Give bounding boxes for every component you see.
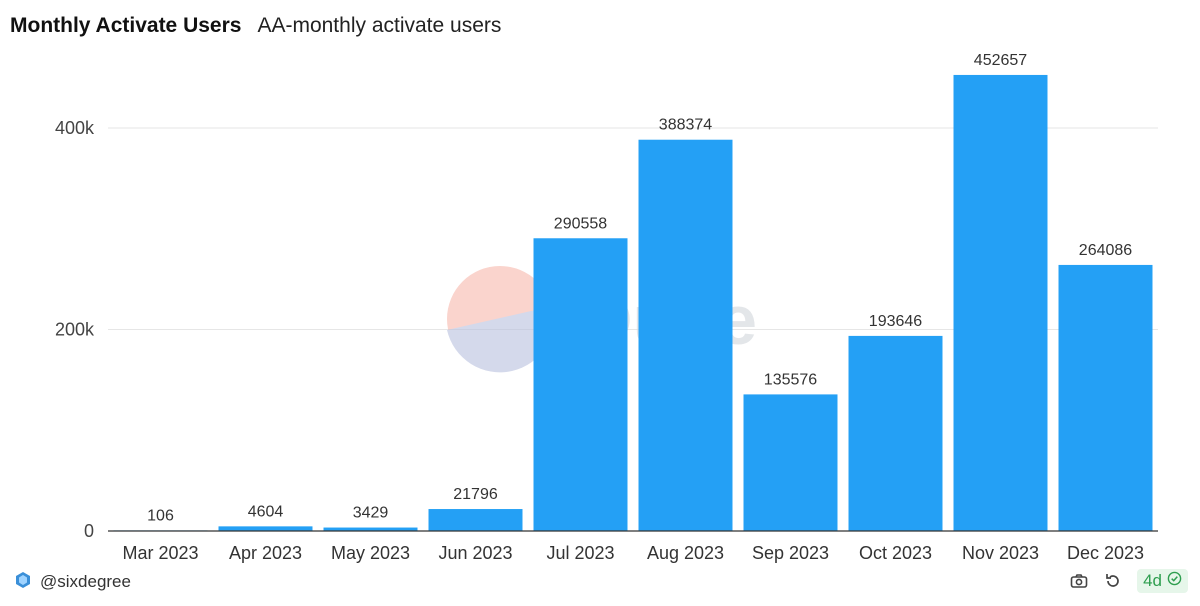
chart-subtitle: AA-monthly activate users [257,14,502,37]
x-tick-label: Aug 2023 [647,543,724,563]
bar[interactable] [953,74,1048,532]
data-label: 452657 [974,52,1027,69]
age-badge[interactable]: 4d [1137,569,1188,593]
data-label: 388374 [659,117,712,134]
x-tick-label: Dec 2023 [1067,543,1144,563]
bar[interactable] [638,139,733,531]
refresh-icon[interactable] [1103,571,1123,591]
chart-header: Monthly Activate Users AA-monthly activa… [10,14,501,44]
data-label: 4604 [248,503,284,520]
check-circle-icon [1167,571,1182,591]
bar[interactable] [743,394,838,531]
x-tick-label: Oct 2023 [859,543,932,563]
data-label: 264086 [1079,242,1132,259]
bar[interactable] [533,238,628,531]
y-tick-label: 400k [55,118,95,138]
x-tick-label: Nov 2023 [962,543,1039,563]
y-tick-label: 0 [84,521,94,541]
author-name: @sixdegree [40,572,131,591]
bar[interactable] [848,335,943,531]
data-label: 21796 [453,486,498,503]
age-badge-label: 4d [1143,571,1162,590]
sixdegree-logo-icon [14,571,32,594]
author-credit[interactable]: @sixdegree [14,570,131,594]
data-label: 290558 [554,215,607,232]
chart-title: Monthly Activate Users [10,14,242,37]
watermark-circle-shade [447,306,555,373]
data-label: 3429 [353,505,389,522]
x-tick-label: Apr 2023 [229,543,302,563]
data-label: 193646 [869,313,922,330]
x-tick-label: Mar 2023 [122,543,198,563]
data-label: 135576 [764,371,817,388]
bar[interactable] [1058,264,1153,531]
footer-actions: 4d [1069,568,1188,594]
bar[interactable] [323,527,418,531]
x-tick-label: Sep 2023 [752,543,829,563]
x-tick-label: Jun 2023 [438,543,512,563]
bar[interactable] [428,509,523,531]
data-label: 106 [147,507,174,524]
x-tick-label: May 2023 [331,543,410,563]
y-tick-label: 200k [55,320,95,340]
x-tick-label: Jul 2023 [546,543,614,563]
bar[interactable] [218,526,313,531]
camera-icon[interactable] [1069,571,1089,591]
